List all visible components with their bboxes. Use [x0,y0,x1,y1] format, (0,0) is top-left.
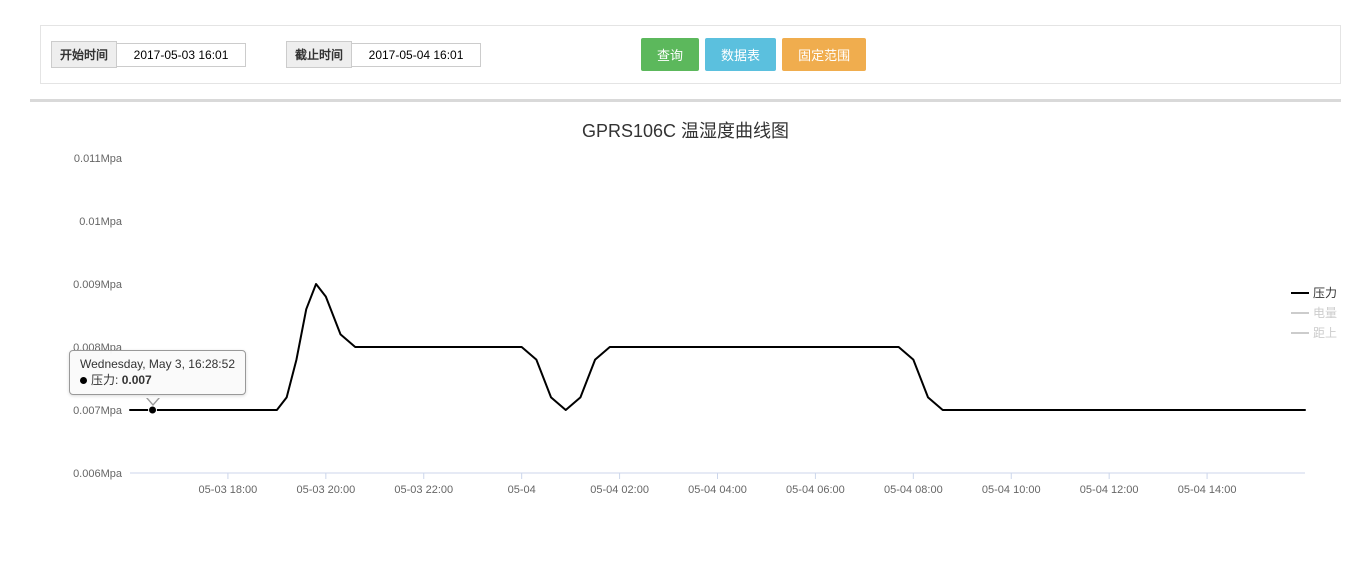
svg-text:05-03 20:00: 05-03 20:00 [296,484,355,496]
end-time-input[interactable] [351,43,481,67]
tooltip-header: Wednesday, May 3, 16:28:52 [80,357,235,371]
svg-text:0.007Mpa: 0.007Mpa [73,405,123,417]
svg-text:0.006Mpa: 0.006Mpa [73,468,123,480]
svg-text:05-04 06:00: 05-04 06:00 [786,484,845,496]
svg-text:05-04 14:00: 05-04 14:00 [1178,484,1237,496]
svg-text:05-04 02:00: 05-04 02:00 [590,484,649,496]
legend-swatch-icon [1291,292,1309,294]
tooltip-dot-icon [80,377,87,384]
legend[interactable]: 压力电量距上 [1291,283,1337,343]
svg-text:0.011Mpa: 0.011Mpa [74,153,123,165]
start-time-input[interactable] [116,43,246,67]
tooltip-value: 0.007 [122,373,152,387]
legend-swatch-icon [1291,332,1309,334]
tooltip-row: 压力: 0.007 [80,371,235,388]
svg-text:05-04 08:00: 05-04 08:00 [884,484,943,496]
chart-area[interactable]: 0.006Mpa0.007Mpa0.008Mpa0.009Mpa0.01Mpa0… [30,148,1341,518]
svg-text:05-04 12:00: 05-04 12:00 [1080,484,1139,496]
svg-text:05-04 10:00: 05-04 10:00 [982,484,1041,496]
fix-range-button[interactable]: 固定范围 [782,38,866,71]
legend-item[interactable]: 压力 [1291,283,1337,303]
toolbar: 开始时间 截止时间 查询 数据表 固定范围 [40,25,1341,84]
svg-text:05-03 18:00: 05-03 18:00 [199,484,258,496]
svg-text:05-03 22:00: 05-03 22:00 [394,484,453,496]
chart-card: GPRS106C 温湿度曲线图 0.006Mpa0.007Mpa0.008Mpa… [30,99,1341,518]
data-table-button[interactable]: 数据表 [705,38,776,71]
chart-svg[interactable]: 0.006Mpa0.007Mpa0.008Mpa0.009Mpa0.01Mpa0… [30,148,1340,508]
svg-text:0.009Mpa: 0.009Mpa [73,279,123,291]
tooltip-series: 压力 [91,373,115,387]
end-time-label: 截止时间 [286,41,352,68]
legend-swatch-icon [1291,312,1309,314]
svg-text:05-04 04:00: 05-04 04:00 [688,484,747,496]
chart-title: GPRS106C 温湿度曲线图 [30,117,1341,143]
legend-label: 压力 [1313,283,1337,303]
legend-label: 电量 [1313,303,1337,323]
legend-item[interactable]: 电量 [1291,303,1337,323]
legend-item[interactable]: 距上 [1291,323,1337,343]
legend-label: 距上 [1313,323,1337,343]
svg-text:0.01Mpa: 0.01Mpa [79,216,123,228]
start-time-label: 开始时间 [51,41,117,68]
tooltip: Wednesday, May 3, 16:28:52 压力: 0.007 [69,350,246,395]
svg-text:05-04: 05-04 [508,484,536,496]
tooltip-callout-icon [146,398,160,406]
query-button[interactable]: 查询 [641,38,699,71]
